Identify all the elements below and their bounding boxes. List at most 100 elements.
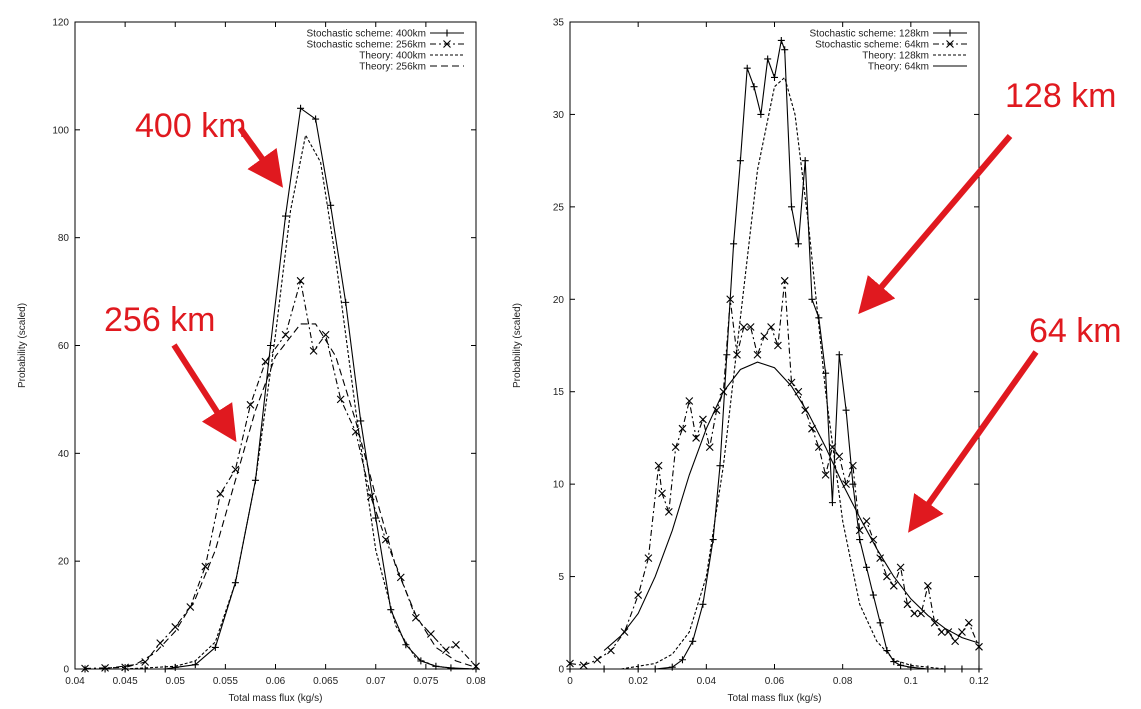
data-point-x — [261, 357, 270, 366]
series-line-0 — [85, 107, 477, 670]
data-point-plus — [794, 240, 802, 248]
data-point-x — [923, 581, 932, 590]
data-point-x — [774, 341, 782, 350]
data-point-x — [296, 276, 305, 285]
data-point-x — [883, 572, 891, 581]
data-point-x — [121, 663, 130, 672]
data-point-x — [654, 461, 663, 470]
data-point-x — [944, 628, 953, 636]
data-point-x — [835, 452, 844, 461]
data-point-plus — [842, 406, 850, 414]
data-point-plus — [266, 342, 274, 349]
x-tick-label: 0.06 — [266, 676, 286, 687]
data-point-x — [780, 276, 789, 285]
x-tick-label: 0.06 — [765, 676, 785, 687]
data-point-plus — [171, 663, 179, 671]
data-point-plus — [141, 665, 149, 673]
series-line-0 — [570, 38, 979, 670]
data-point-x — [692, 434, 700, 442]
legend-label: Theory: 400km — [359, 51, 426, 62]
x-tick-label: 0.1 — [904, 676, 918, 687]
data-point-plus — [869, 591, 877, 599]
y-tick-label: 20 — [58, 557, 70, 568]
data-point-plus — [402, 641, 410, 649]
legend-label: Theory: 64km — [868, 62, 929, 73]
legend-label: Stochastic scheme: 256km — [307, 40, 427, 51]
data-point-x — [671, 443, 680, 452]
data-point-x — [644, 554, 653, 562]
data-point-x — [426, 630, 435, 638]
data-point-x — [849, 461, 857, 470]
data-point-plus — [771, 73, 778, 81]
data-point-plus — [327, 201, 335, 209]
data-point-x — [396, 573, 405, 582]
series-line-3 — [603, 361, 980, 651]
y-axis-label: Probability (scaled) — [17, 303, 28, 388]
data-point-x — [81, 664, 89, 673]
data-point-plus — [357, 417, 365, 425]
y-tick-label: 100 — [52, 125, 69, 136]
data-point-x — [964, 618, 973, 627]
data-point-plus — [566, 665, 574, 673]
data-point-plus — [689, 637, 697, 645]
data-point-x — [452, 640, 460, 649]
series-line-3 — [105, 323, 477, 670]
annotation-128km-arrow — [858, 134, 1013, 315]
data-point-x — [705, 443, 714, 452]
data-point-x — [814, 443, 823, 452]
data-point-x — [896, 563, 905, 572]
data-point-x — [411, 613, 420, 622]
data-point-x — [760, 332, 769, 341]
annotation-400km-arrow — [237, 126, 284, 188]
data-point-plus — [716, 462, 724, 470]
data-point-x — [746, 323, 755, 331]
data-point-x — [889, 581, 898, 590]
data-point-plus — [801, 157, 809, 165]
data-point-plus — [781, 46, 789, 54]
data-point-plus — [828, 499, 836, 507]
legend-label: Theory: 256km — [359, 62, 426, 73]
data-point-x — [171, 623, 180, 631]
legend-marker-x — [946, 40, 954, 48]
data-point-plus — [788, 203, 796, 211]
data-point-plus — [856, 536, 864, 544]
y-tick-label: 10 — [553, 480, 565, 491]
data-point-plus — [743, 64, 751, 72]
data-point-x — [699, 415, 707, 424]
data-point-plus — [709, 536, 717, 544]
y-tick-label: 25 — [553, 202, 565, 213]
y-tick-label: 80 — [58, 233, 70, 244]
data-point-x — [753, 350, 762, 359]
x-tick-label: 0.055 — [213, 676, 238, 687]
y-tick-label: 0 — [558, 665, 564, 676]
data-point-plus — [808, 295, 816, 303]
data-point-x — [903, 600, 912, 609]
y-tick-label: 0 — [63, 665, 69, 676]
x-tick-label: 0.045 — [113, 676, 138, 687]
x-tick-label: 0.065 — [313, 676, 338, 687]
annotation-128km: 128 km — [1005, 77, 1117, 115]
x-tick-label: 0.02 — [628, 676, 648, 687]
data-point-plus — [297, 104, 305, 112]
plot-frame — [569, 21, 980, 670]
data-point-x — [381, 535, 390, 544]
chart-panel-right: 0 0.02 0.04 0.06 0.08 0.1 0.12 0 5 10 15 20 25 30 35 To… — [512, 18, 989, 705]
series-line-2 — [125, 133, 477, 670]
data-point-x — [876, 554, 885, 562]
data-point-plus — [651, 665, 659, 673]
data-point-x — [593, 655, 602, 664]
x-tick-label: 0.05 — [166, 676, 186, 687]
data-point-x — [733, 350, 741, 359]
data-point-x — [787, 378, 796, 387]
x-tick-label: 0 — [567, 676, 573, 687]
data-point-plus — [282, 212, 290, 220]
data-point-plus — [757, 110, 765, 118]
data-point-plus — [191, 661, 199, 669]
data-point-plus — [897, 661, 905, 669]
data-point-x — [821, 471, 830, 479]
data-point-x — [726, 295, 735, 304]
data-point-x — [442, 646, 450, 655]
y-tick-label: 60 — [58, 341, 70, 352]
y-tick-label: 20 — [553, 295, 565, 306]
